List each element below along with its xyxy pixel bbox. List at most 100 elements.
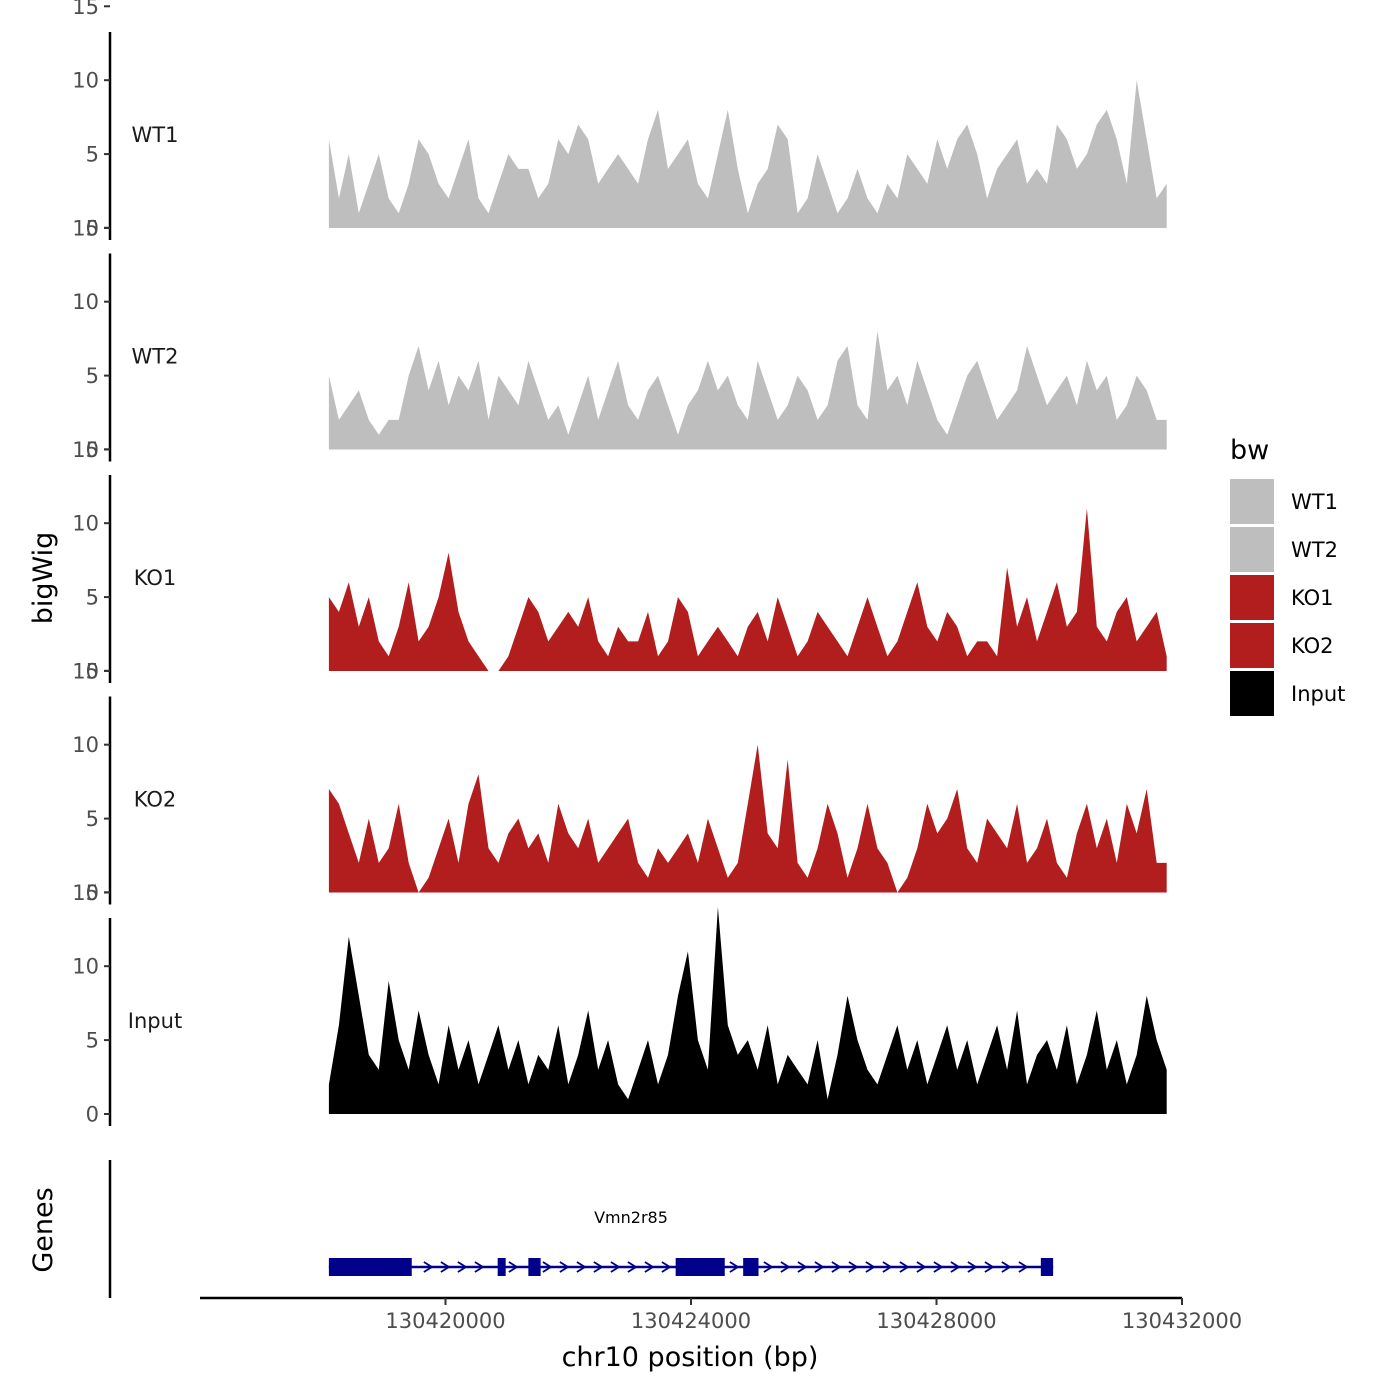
strand-arrow — [508, 1261, 519, 1273]
legend-item-wt2: WT2 — [1230, 527, 1338, 572]
legend-swatch — [1230, 575, 1274, 620]
x-tick-label: 130428000 — [876, 1309, 996, 1333]
strand-arrow — [542, 1261, 553, 1273]
legend-item-ko1: KO1 — [1230, 575, 1334, 620]
strand-arrow — [423, 1261, 434, 1273]
strand-arrow — [627, 1261, 638, 1273]
y-axis-title-bigwig: bigWig — [28, 532, 59, 625]
track-wt1: 0 5 10 15 WT1 — [72, 0, 1167, 241]
y-tick-label: 5 — [86, 807, 99, 831]
exon — [328, 1258, 412, 1276]
strand-arrow — [559, 1261, 570, 1273]
strand-arrow — [729, 1261, 740, 1273]
gene-vmn2r85: Vmn2r85 — [328, 1208, 1054, 1276]
coverage-area-ko2 — [328, 744, 1167, 893]
y-tick-label: 15 — [72, 438, 99, 462]
strand-arrow — [661, 1261, 672, 1273]
track-label: Input — [128, 1009, 182, 1033]
y-tick-label: 15 — [72, 659, 99, 683]
x-tick-label: 130432000 — [1122, 1309, 1242, 1333]
track-wt2: 0 5 10 15 WT2 — [72, 216, 1167, 462]
legend-label: WT2 — [1291, 538, 1338, 562]
strand-arrow — [882, 1261, 893, 1273]
track-label: WT1 — [132, 123, 179, 147]
y-tick-label: 5 — [86, 1029, 99, 1053]
strand-arrow — [916, 1261, 927, 1273]
legend-label: Input — [1291, 682, 1345, 706]
strand-arrow — [440, 1261, 451, 1273]
y-tick-label: 5 — [86, 364, 99, 388]
strand-arrow — [1001, 1261, 1012, 1273]
legend-item-ko2: KO2 — [1230, 623, 1334, 668]
x-axis: 130420000 130424000 130428000 130432000 — [200, 1296, 1242, 1333]
y-tick-label: 5 — [86, 586, 99, 610]
y-tick-label: 10 — [72, 955, 99, 979]
legend-swatch — [1230, 527, 1274, 572]
y-tick-label: 15 — [72, 216, 99, 240]
coverage-area-input — [328, 907, 1167, 1114]
coverage-area-wt2 — [328, 331, 1167, 450]
track-ko1: 0 5 10 15 KO1 — [72, 438, 1167, 684]
y-tick-label: 0 — [86, 660, 99, 684]
strand-arrow — [933, 1261, 944, 1273]
legend-label: KO2 — [1291, 634, 1334, 658]
strand-arrow — [831, 1261, 842, 1273]
strand-arrow — [814, 1261, 825, 1273]
exon — [497, 1258, 506, 1276]
legend-title: bw — [1230, 435, 1269, 466]
track-label: KO1 — [134, 566, 177, 590]
y-tick-label: 0 — [86, 217, 99, 241]
strand-arrow — [899, 1261, 910, 1273]
strand-arrow — [474, 1261, 485, 1273]
track-label: KO2 — [134, 788, 177, 812]
track-label: WT2 — [132, 345, 179, 369]
x-tick-label: 130424000 — [631, 1309, 751, 1333]
x-axis-title: chr10 position (bp) — [562, 1342, 819, 1373]
y-tick-label: 5 — [86, 143, 99, 167]
exon — [1040, 1258, 1054, 1276]
legend-label: KO1 — [1291, 586, 1334, 610]
strand-arrow — [763, 1261, 774, 1273]
y-axis-title-genes: Genes — [28, 1187, 59, 1272]
y-tick-label: 0 — [86, 1103, 99, 1127]
track-ko2: 0 5 10 15 KO2 — [72, 659, 1167, 905]
strand-arrow — [984, 1261, 995, 1273]
y-tick-label: 10 — [72, 512, 99, 536]
strand-arrow — [780, 1261, 791, 1273]
legend-swatch — [1230, 623, 1274, 668]
legend-item-wt1: WT1 — [1230, 479, 1338, 524]
strand-arrow — [865, 1261, 876, 1273]
strand-arrow — [593, 1261, 604, 1273]
strand-arrow — [950, 1261, 961, 1273]
legend-item-input: Input — [1230, 671, 1345, 716]
gene-track: Vmn2r85 — [108, 1160, 1054, 1298]
track-input: 0 5 10 15 Input — [72, 881, 1167, 1127]
coverage-area-ko1 — [328, 508, 1167, 671]
y-tick-label: 10 — [72, 733, 99, 757]
strand-arrow — [457, 1261, 468, 1273]
strand-arrow — [576, 1261, 587, 1273]
legend-swatch — [1230, 671, 1274, 716]
strand-arrow — [644, 1261, 655, 1273]
legend-swatch — [1230, 479, 1274, 524]
exon — [743, 1258, 759, 1276]
strand-arrow — [797, 1261, 808, 1273]
coverage-tracks: 0 5 10 15 WT1 0 5 10 15 WT2 0 5 10 15 KO1 0 5 10 15 KO2 0 5 10… — [72, 0, 1167, 1127]
y-tick-label: 10 — [72, 69, 99, 93]
y-tick-label: 15 — [72, 881, 99, 905]
legend: bw WT1 WT2 KO1 KO2 Input — [1230, 435, 1345, 716]
strand-arrow — [967, 1261, 978, 1273]
strand-arrow — [610, 1261, 621, 1273]
y-tick-label: 0 — [86, 438, 99, 462]
strand-arrow — [848, 1261, 859, 1273]
y-tick-label: 15 — [72, 0, 99, 19]
y-tick-label: 0 — [86, 881, 99, 905]
y-tick-label: 10 — [72, 290, 99, 314]
exon — [528, 1258, 541, 1276]
gene-name-label: Vmn2r85 — [594, 1208, 668, 1227]
coverage-area-wt1 — [328, 80, 1167, 228]
strand-arrow — [1018, 1261, 1029, 1273]
exon — [675, 1258, 725, 1276]
legend-label: WT1 — [1291, 490, 1338, 514]
